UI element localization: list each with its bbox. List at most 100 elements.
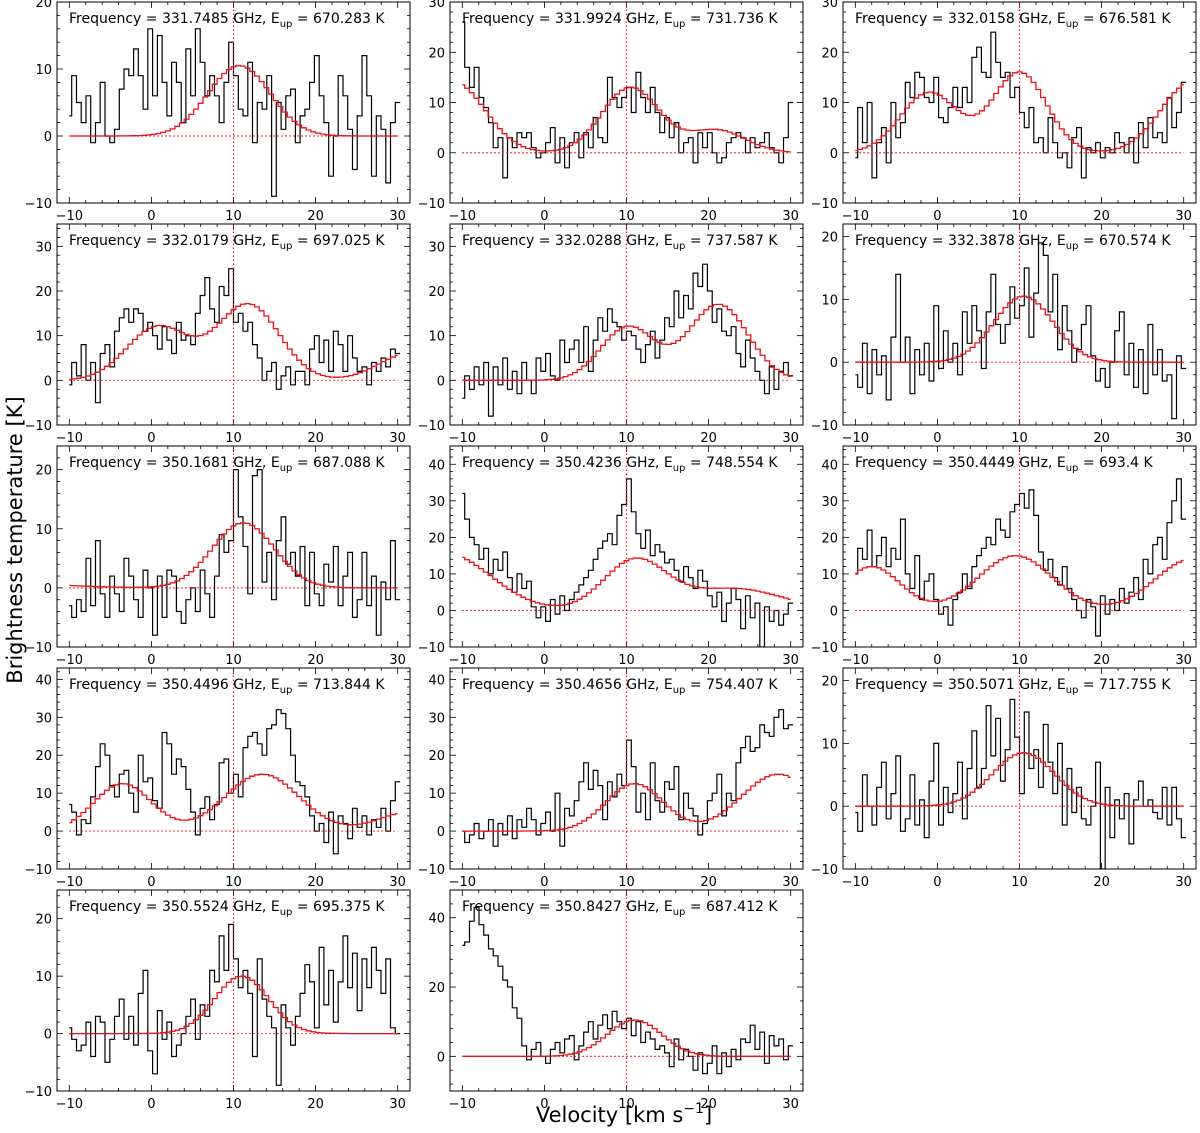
spectrum-panel: −10 0 10 20 30 −10 0 10 20 30 Frequency = 332.0179… [25,223,411,446]
x-tick-label: 30 [1175,875,1192,890]
y-tick-label: 20 [35,749,52,764]
y-tick-label: 30 [428,495,445,510]
y-tick-label: 10 [821,737,838,752]
x-tick-label: 20 [307,1097,324,1112]
spectrum-panel: −10 0 10 20 30 −10 0 10 20 30 40 Frequency = 350.42… [418,445,804,668]
y-tick-label: −10 [811,863,838,878]
x-tick-label: 30 [389,875,406,890]
y-tick-label: 10 [35,523,52,538]
x-tick-label: 0 [933,653,941,668]
y-tick-label: 20 [35,913,52,928]
x-tick-label: 0 [540,431,548,446]
observed-spectrum [462,478,794,647]
spectrum-panel: −10 0 10 20 30 0 20 40 Frequency = 350.8427 GHz,… [428,889,804,1112]
spectrum-panel: −10 0 10 20 30 −10 0 10 20 30 40 Frequency = 350.44… [25,667,411,890]
panel-frame [449,445,804,648]
x-axis-label: Velocity [km s−1] [536,1101,712,1127]
x-tick-label: 20 [1093,875,1110,890]
x-tick-label: −10 [449,653,476,668]
y-tick-label: 20 [428,531,445,546]
x-tick-label: 10 [225,653,242,668]
observed-spectrum [462,906,794,1075]
model-fit [462,84,791,153]
x-tick-label: 20 [307,209,324,224]
model-fit [69,975,398,1035]
panel-title: Frequency = 350.5524 GHz, Eup = 695.375 … [69,899,385,918]
y-tick-label: 30 [35,240,52,255]
x-tick-label: 30 [1175,653,1192,668]
x-tick-label: 20 [700,431,717,446]
y-tick-label: 0 [44,582,52,597]
y-tick-label: 40 [35,673,52,688]
x-tick-label: −10 [449,431,476,446]
y-tick-label: 10 [821,293,838,308]
panel-frame [56,889,411,1092]
y-tick-label: 0 [437,825,445,840]
panel-frame [56,1,411,204]
y-tick-label: 10 [428,568,445,583]
model-fit [462,1019,791,1057]
x-tick-label: 0 [933,209,941,224]
y-tick-label: −10 [418,419,445,434]
panel-title: Frequency = 350.5071 GHz, Eup = 717.755 … [855,677,1171,696]
y-tick-label: 30 [428,711,445,726]
x-tick-label: 30 [1175,431,1192,446]
x-tick-label: 10 [1011,431,1028,446]
y-tick-label: −10 [811,197,838,212]
panel-frame [449,1,804,204]
x-tick-label: 20 [307,431,324,446]
y-tick-label: 0 [44,1028,52,1043]
y-tick-label: 10 [428,330,445,345]
model-fit [462,773,791,832]
model-fit [69,522,398,589]
y-tick-label: 30 [35,711,52,726]
x-tick-label: −10 [842,209,869,224]
y-tick-label: 0 [437,374,445,389]
x-axis-label-end: ] [704,1103,712,1127]
x-axis-label-exponent: −1 [683,1101,704,1117]
spectrum-panel: −10 0 10 20 30 −10 0 10 20 Frequency = 350.5524 G… [25,889,411,1112]
panel-frame [449,889,804,1092]
y-tick-label: 0 [437,147,445,162]
y-tick-label: 30 [821,0,838,11]
panel-title: Frequency = 332.0288 GHz, Eup = 737.587 … [462,233,778,252]
y-tick-label: 20 [428,285,445,300]
model-fit [462,303,791,381]
x-tick-label: 0 [147,1097,155,1112]
y-tick-label: 0 [44,825,52,840]
x-tick-label: 0 [933,875,941,890]
x-tick-label: −10 [842,875,869,890]
x-tick-label: 10 [618,1097,635,1112]
y-tick-label: −10 [418,641,445,656]
x-tick-label: 20 [700,209,717,224]
x-tick-label: 30 [782,209,799,224]
x-tick-label: −10 [56,875,83,890]
x-tick-label: 0 [540,1097,548,1112]
x-tick-label: 10 [618,209,635,224]
x-tick-label: 10 [225,209,242,224]
panel-title: Frequency = 331.9924 GHz, Eup = 731.736 … [462,11,778,30]
y-tick-label: 40 [428,673,445,688]
observed-spectrum [69,709,401,855]
x-tick-label: −10 [56,209,83,224]
y-tick-label: −10 [25,641,52,656]
observed-spectrum [855,31,1187,179]
panel-frame [842,223,1197,426]
y-tick-label: 30 [821,495,838,510]
spectrum-panel: −10 0 10 20 30 −10 0 10 20 Frequency = 350.5071 G… [811,667,1197,890]
x-tick-label: 20 [700,653,717,668]
observed-spectrum [462,709,794,847]
observed-spectrum [462,21,794,179]
y-tick-label: 0 [437,604,445,619]
observed-spectrum [69,268,401,404]
y-tick-label: −10 [25,419,52,434]
y-tick-label: 0 [830,356,838,371]
x-tick-label: 30 [782,653,799,668]
spectrum-panel: −10 0 10 20 30 −10 0 10 20 30 40 Frequency = 350.44… [811,445,1197,668]
y-tick-label: −10 [25,1085,52,1100]
spectrum-panel: −10 0 10 20 30 −10 0 10 20 30 Frequency = 332.0158… [811,0,1197,224]
panel-title: Frequency = 350.8427 GHz, Eup = 687.412 … [462,899,778,918]
y-tick-label: 20 [821,46,838,61]
x-tick-label: 10 [1011,875,1028,890]
y-tick-label: 20 [35,285,52,300]
